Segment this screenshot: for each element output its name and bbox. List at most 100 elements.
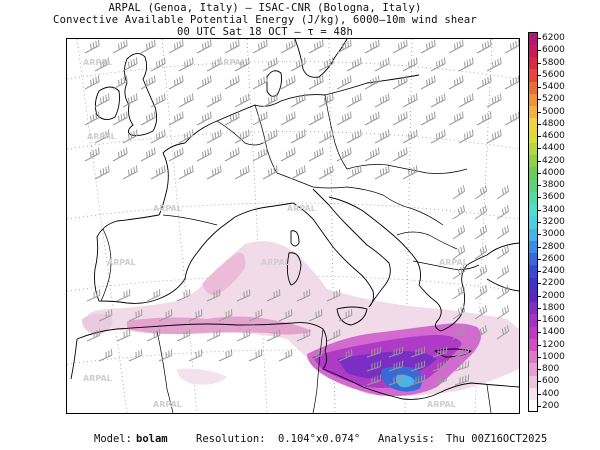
border-libya-egypt (486, 384, 492, 413)
wind-barb (430, 129, 446, 144)
wind-barb (206, 57, 222, 72)
wind-barb (336, 39, 352, 54)
colorbar-segment (528, 56, 538, 70)
wind-barb (366, 360, 382, 372)
border-balkans-2 (396, 231, 458, 250)
wind-barb (308, 349, 323, 362)
footer-analysis-label: Analysis: (378, 433, 435, 445)
wind-barb (248, 349, 263, 362)
wind-barb (290, 93, 306, 108)
wind-barb (326, 329, 341, 342)
colorbar-label: 5200 (542, 94, 565, 105)
wind-barb (112, 147, 128, 162)
graticule-meridian (246, 39, 268, 413)
wind-barb (252, 75, 268, 90)
coast-libya (322, 368, 519, 400)
colorbar-tick (538, 209, 541, 211)
colorbar-label: 5600 (542, 69, 565, 80)
wind-barb (234, 57, 250, 72)
wind-barb (496, 245, 510, 260)
coast-iberia (94, 214, 236, 304)
footer-model-value: bolam (136, 433, 168, 445)
border-germany-poland (324, 94, 348, 170)
wind-barb (94, 129, 110, 144)
colorbar-label: 4400 (542, 143, 565, 154)
colorbar-tick (538, 172, 541, 174)
colorbar-tick (538, 234, 541, 236)
wind-barb (374, 57, 390, 72)
border-alps (276, 172, 384, 196)
wind-barb (410, 346, 426, 358)
wind-barb (318, 129, 334, 144)
wind-barb (474, 225, 488, 240)
colorbar-label: 4000 (542, 167, 565, 178)
wind-barb (94, 93, 110, 108)
wind-barb (146, 329, 161, 342)
colorbar-label: 4600 (542, 131, 565, 142)
map-frame: ARPAL ARPAL ARPAL ARPAL ARPAL ARPAL ARPA… (66, 38, 520, 414)
borders (100, 94, 492, 413)
wind-barb (252, 147, 268, 162)
wind-barb (474, 285, 488, 300)
wind-barb (402, 165, 418, 180)
colorbar-segment (528, 228, 538, 241)
wind-barb (178, 57, 194, 72)
wind-barb (224, 75, 240, 90)
wind-barb (290, 129, 306, 144)
colorbar-tick (538, 307, 541, 309)
colorbar-segment (528, 32, 538, 45)
watermark-text: ARPAL (87, 132, 116, 141)
colorbar-segment (528, 93, 538, 107)
coast-scandinavia (294, 39, 348, 78)
wind-barb (112, 111, 128, 126)
colorbar-tick (538, 185, 541, 187)
coast-bay-of-biscay (158, 142, 186, 216)
wind-barb (336, 147, 352, 162)
wind-barb (262, 165, 278, 180)
colorbar-tick (538, 148, 541, 150)
wind-barb (388, 374, 404, 386)
wind-barb (150, 165, 166, 180)
wind-barb (296, 289, 311, 302)
cape-area-libya-peak (396, 374, 415, 388)
wind-barb (454, 374, 470, 386)
border-central-east (346, 164, 468, 174)
wind-barb (496, 205, 510, 220)
cape-area-atlas (177, 368, 227, 385)
wind-barb (486, 129, 502, 144)
wind-barb (122, 129, 138, 144)
map-canvas: ARPAL ARPAL ARPAL ARPAL ARPAL ARPAL ARPA… (67, 39, 519, 413)
colorbar-tick (538, 332, 541, 334)
wind-barb (98, 349, 113, 362)
wind-barb (206, 129, 222, 144)
wind-barb (448, 111, 464, 126)
colorbar-bar (528, 32, 538, 413)
wind-barb (346, 93, 362, 108)
border-morocco-algeria (156, 330, 174, 413)
wind-barb (94, 165, 110, 180)
wind-barb (448, 75, 464, 90)
colorbar-tick (538, 123, 541, 125)
watermark-text: ARPAL (153, 204, 182, 213)
wind-barb (196, 75, 212, 90)
wind-barb (158, 309, 173, 322)
wind-barb (308, 39, 324, 54)
wind-barb (392, 111, 408, 126)
wind-barb (504, 75, 519, 90)
wind-barb (454, 346, 470, 358)
wind-barb (374, 93, 390, 108)
wind-barb (122, 93, 138, 108)
wind-barb (452, 325, 466, 340)
wind-barb (296, 329, 311, 342)
colorbar-segment (528, 191, 538, 205)
border-france-spain (162, 214, 218, 226)
wind-barb (86, 329, 101, 342)
colorbar-label: 2000 (542, 290, 565, 301)
colorbar-segment (528, 240, 538, 254)
wind-barb (308, 147, 324, 162)
wind-barb (486, 57, 502, 72)
colorbar-tick (538, 50, 541, 52)
wind-barb (410, 360, 426, 372)
colorbar-label: 2600 (542, 253, 565, 264)
footer-resolution-label: Resolution: (196, 433, 266, 445)
